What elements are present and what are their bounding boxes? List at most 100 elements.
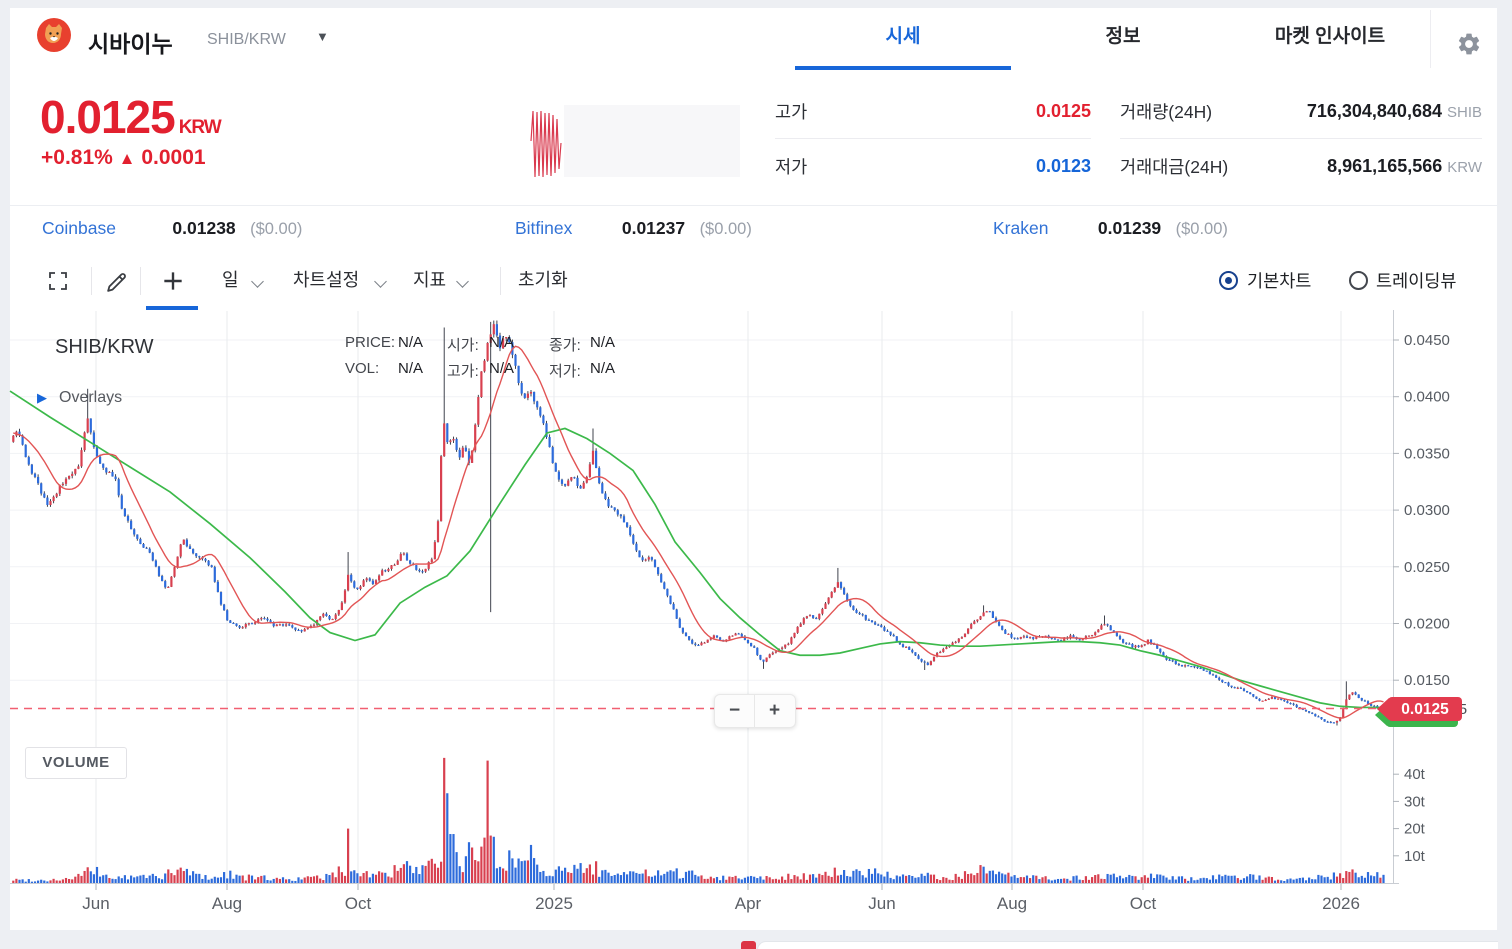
turnover-24h-value: 8,961,165,566 KRW bbox=[1327, 156, 1482, 177]
shiba-logo-icon bbox=[37, 18, 71, 52]
exchange-compare-bar: Coinbase 0.01238 ($0.00) Bitfinex 0.0123… bbox=[10, 205, 1497, 254]
change-absolute: 0.0001 bbox=[141, 146, 206, 169]
exchange-coinbase: Coinbase 0.01238 ($0.00) bbox=[42, 206, 302, 251]
vol-info-value: N/A bbox=[398, 360, 424, 377]
chevron-down-icon bbox=[456, 275, 469, 288]
low-label: 저가 bbox=[775, 156, 808, 177]
stats-col-left: 고가 0.0125 저가 0.0123 bbox=[775, 97, 1091, 180]
stat-divider bbox=[1120, 138, 1482, 139]
coin-pair: SHIB/KRW bbox=[207, 31, 286, 48]
exchange-bitfinex: Bitfinex 0.01237 ($0.00) bbox=[515, 206, 752, 251]
toolbar-divider bbox=[91, 267, 92, 295]
bottom-panel-edge bbox=[757, 941, 1498, 949]
chevron-down-icon bbox=[251, 275, 264, 288]
exchange-usd: ($0.00) bbox=[250, 220, 303, 238]
price-change: +0.81% ▲ 0.0001 bbox=[41, 146, 206, 170]
header-bar: 시바이누 SHIB/KRW ▼ 시세 정보 마켓 인사이트 bbox=[10, 8, 1497, 71]
low-info-label: 저가: bbox=[549, 363, 581, 380]
vol-info-label: VOL: bbox=[345, 360, 380, 377]
volume-24h-label: 거래량(24H) bbox=[1120, 101, 1213, 122]
radio-basic-chart-label[interactable]: 기본차트 bbox=[1247, 271, 1312, 291]
radio-basic-chart[interactable] bbox=[1219, 271, 1238, 290]
exchange-kraken: Kraken 0.01239 ($0.00) bbox=[993, 206, 1228, 251]
active-tab-underline bbox=[795, 66, 1011, 70]
fullscreen-button[interactable] bbox=[46, 269, 70, 298]
exchange-name[interactable]: Coinbase bbox=[42, 218, 116, 238]
radio-tradingview[interactable] bbox=[1349, 271, 1368, 290]
close-info-value: N/A bbox=[590, 334, 616, 351]
volume-24h-row: 거래량(24H) 716,304,840,684 SHIB bbox=[1120, 97, 1482, 125]
zoom-divider bbox=[754, 695, 755, 727]
indicators-dropdown[interactable]: 지표 bbox=[413, 252, 446, 309]
chart-area[interactable] bbox=[10, 310, 1497, 930]
active-tool-underline bbox=[146, 306, 198, 310]
zoom-out-button[interactable]: − bbox=[728, 700, 741, 721]
fullscreen-icon bbox=[49, 272, 67, 290]
tab-price[interactable]: 시세 bbox=[885, 26, 921, 47]
exchange-usd: ($0.00) bbox=[1175, 220, 1228, 238]
indicators-label: 지표 bbox=[413, 270, 447, 290]
high-info-value: N/A bbox=[489, 360, 515, 377]
volume-24h-value: 716,304,840,684 SHIB bbox=[1307, 101, 1482, 122]
stat-divider bbox=[775, 138, 1091, 139]
exchange-usd: ($0.00) bbox=[699, 220, 752, 238]
high-label: 고가 bbox=[775, 101, 808, 122]
overlays-expand-icon[interactable]: ▶ bbox=[37, 390, 47, 405]
volume-24h-unit: SHIB bbox=[1446, 103, 1482, 121]
exchange-price: 0.01238 bbox=[172, 218, 236, 238]
low-row: 저가 0.0123 bbox=[775, 152, 1091, 180]
toolbar-divider bbox=[500, 267, 501, 295]
high-value: 0.0125 bbox=[1035, 100, 1091, 121]
plus-icon bbox=[164, 272, 182, 290]
high-info-label: 고가: bbox=[447, 363, 479, 380]
reset-button[interactable]: 초기화 bbox=[518, 252, 568, 309]
turnover-24h-unit: KRW bbox=[1447, 158, 1482, 176]
zoom-in-button[interactable]: + bbox=[768, 700, 781, 721]
exchange-name[interactable]: Kraken bbox=[993, 218, 1049, 238]
price-info-value: N/A bbox=[398, 334, 424, 351]
turnover-24h-label: 거래대금(24H) bbox=[1120, 156, 1229, 177]
chevron-down-icon bbox=[374, 275, 387, 288]
radio-tradingview-label[interactable]: 트레이딩뷰 bbox=[1376, 271, 1457, 291]
volume-24h-number: 716,304,840,684 bbox=[1306, 100, 1442, 121]
low-info-value: N/A bbox=[590, 360, 616, 377]
draw-button[interactable] bbox=[105, 269, 130, 299]
high-row: 고가 0.0125 bbox=[775, 97, 1091, 125]
exchange-name[interactable]: Bitfinex bbox=[515, 218, 573, 238]
up-arrow-icon: ▲ bbox=[118, 149, 136, 168]
current-price: 0.0125 KRW bbox=[40, 90, 222, 144]
toolbar-divider bbox=[140, 267, 141, 295]
close-info-label: 종가: bbox=[549, 337, 581, 354]
zoom-widget: − + bbox=[714, 694, 796, 728]
pencil-icon bbox=[107, 273, 126, 292]
bottom-red-chip bbox=[741, 941, 756, 949]
turnover-24h-row: 거래대금(24H) 8,961,165,566 KRW bbox=[1120, 152, 1482, 180]
chart-symbol-label: SHIB/KRW bbox=[55, 336, 154, 358]
chart-toolbar: 일 차트설정 지표 초기화 기본차트 트레이딩뷰 bbox=[10, 252, 1497, 311]
add-compare-button[interactable] bbox=[160, 268, 186, 299]
exchange-price: 0.01239 bbox=[1097, 218, 1162, 238]
overlays-label[interactable]: Overlays bbox=[59, 389, 123, 406]
interval-dropdown[interactable]: 일 bbox=[222, 252, 239, 309]
current-price-currency: KRW bbox=[178, 117, 222, 138]
open-info-label: 시가: bbox=[447, 337, 479, 354]
radio-dot bbox=[1225, 277, 1232, 284]
turnover-24h-number: 8,961,165,566 bbox=[1327, 155, 1443, 176]
price-info-label: PRICE: bbox=[345, 334, 396, 351]
current-price-value: 0.0125 bbox=[40, 91, 176, 143]
pair-dropdown-icon[interactable]: ▼ bbox=[316, 29, 329, 44]
tab-info[interactable]: 정보 bbox=[1105, 26, 1141, 47]
chart-settings-dropdown[interactable]: 차트설정 bbox=[293, 252, 359, 309]
coin-name: 시바이누 bbox=[88, 31, 173, 57]
gear-icon[interactable] bbox=[1456, 31, 1482, 62]
volume-pane-label: VOLUME bbox=[25, 747, 127, 779]
exchange-price: 0.01237 bbox=[621, 218, 686, 238]
coin-logo bbox=[37, 18, 71, 57]
change-percent: +0.81% bbox=[41, 146, 113, 169]
tab-market-insight[interactable]: 마켓 인사이트 bbox=[1274, 26, 1386, 47]
reset-label: 초기화 bbox=[518, 270, 568, 290]
interval-label: 일 bbox=[222, 270, 239, 290]
stats-col-right: 거래량(24H) 716,304,840,684 SHIB 거래대금(24H) 8… bbox=[1120, 97, 1482, 180]
price-mini-chart bbox=[530, 105, 740, 178]
open-info-value: N/A bbox=[489, 334, 515, 351]
